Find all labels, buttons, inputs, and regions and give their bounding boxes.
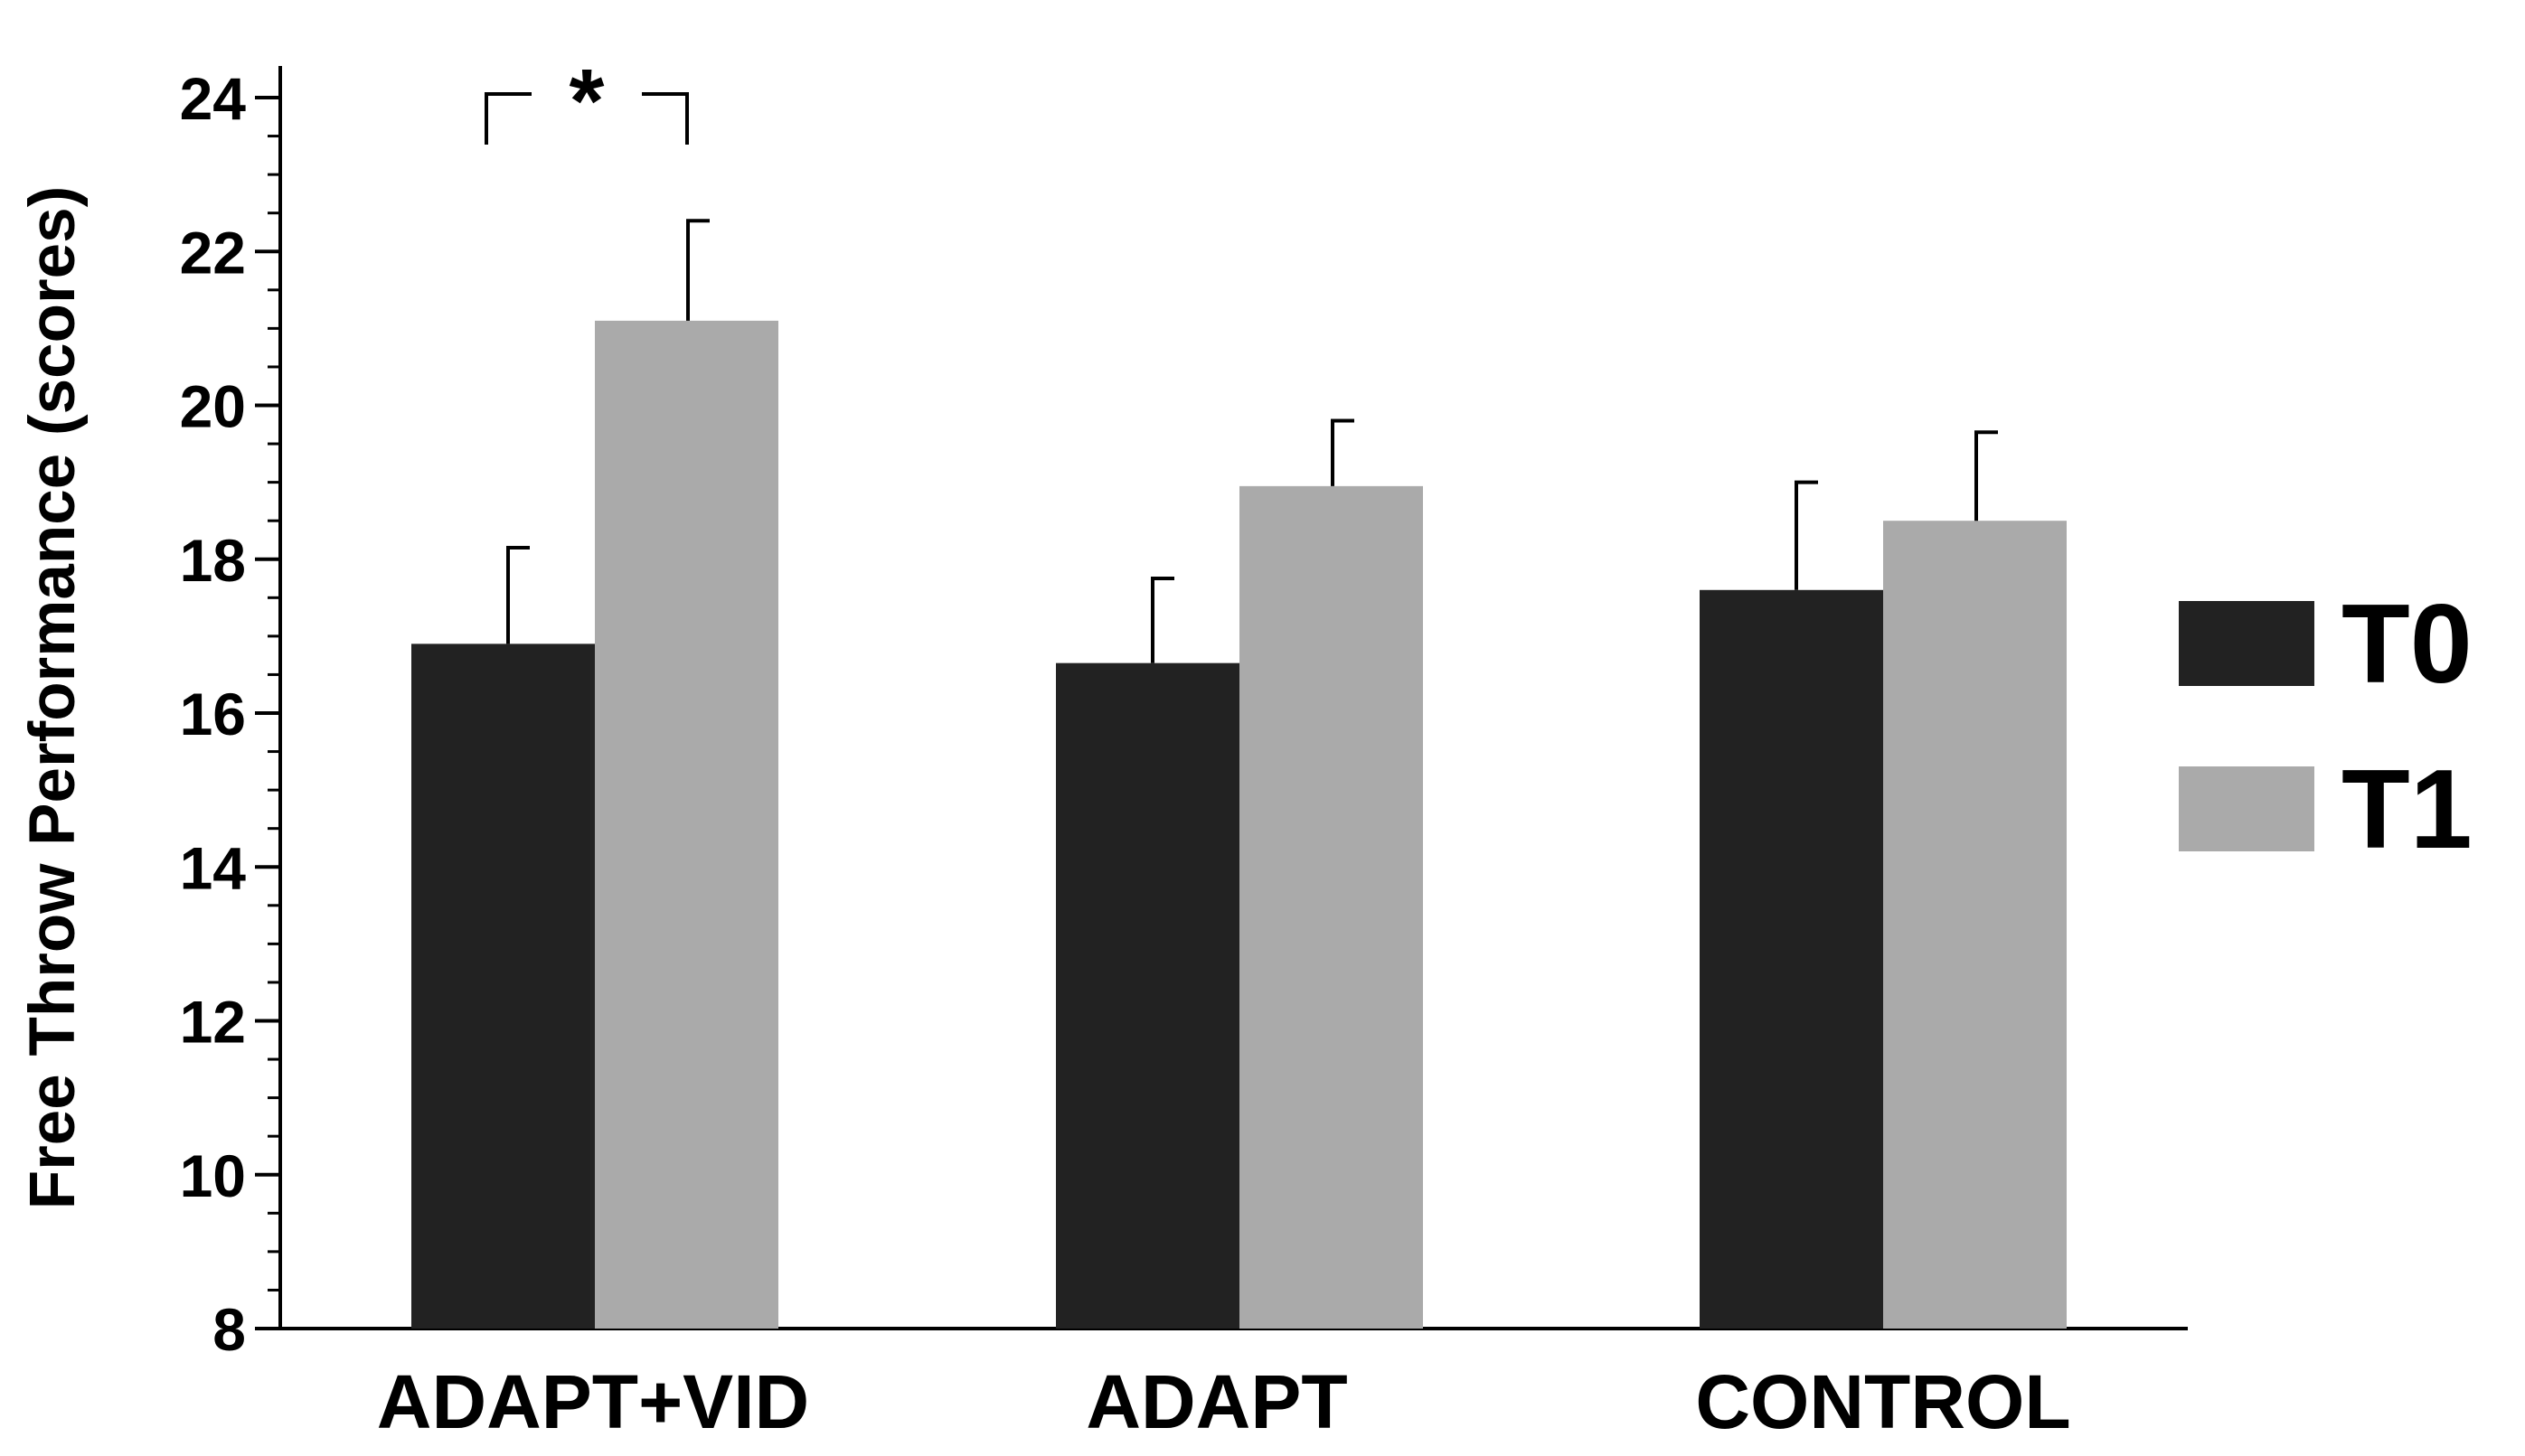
x-axis-labels: ADAPT+VID ADAPT CONTROL	[377, 1359, 2071, 1444]
y-tick-label: 12	[180, 989, 246, 1056]
bracket-right	[642, 92, 689, 145]
bar-t1-1	[1239, 485, 1423, 1329]
bar-t1-2	[1883, 521, 2067, 1329]
significance-annotations: *	[485, 51, 689, 152]
x-tick-label: CONTROL	[1695, 1359, 2070, 1444]
legend-label-t1: T1	[2341, 747, 2473, 872]
y-tick-label: 10	[180, 1142, 246, 1209]
bar-t0-2	[1700, 589, 1883, 1329]
y-tick-label: 8	[212, 1296, 246, 1363]
bar-t0-1	[1056, 662, 1239, 1329]
x-tick-label: ADAPT+VID	[377, 1359, 809, 1444]
y-tick-label: 20	[180, 373, 246, 440]
y-tick-label: 22	[180, 219, 246, 286]
error-bars	[506, 219, 1998, 663]
significance-star: *	[570, 51, 605, 152]
y-tick-label: 16	[180, 681, 246, 747]
legend-swatch-t1	[2179, 766, 2314, 851]
bars	[411, 320, 2067, 1329]
y-tick-label: 24	[180, 65, 247, 132]
bar-t0-0	[411, 643, 595, 1329]
x-tick-label: ADAPT	[1086, 1359, 1347, 1444]
y-axis-label: Free Throw Performance (scores)	[17, 186, 89, 1209]
y-tick-label: 14	[180, 834, 247, 901]
bar-t1-0	[595, 320, 778, 1329]
legend-swatch-t0	[2179, 601, 2314, 686]
bracket-left	[485, 92, 532, 145]
y-tick-label: 18	[180, 527, 246, 594]
legend-label-t0: T0	[2341, 582, 2473, 707]
